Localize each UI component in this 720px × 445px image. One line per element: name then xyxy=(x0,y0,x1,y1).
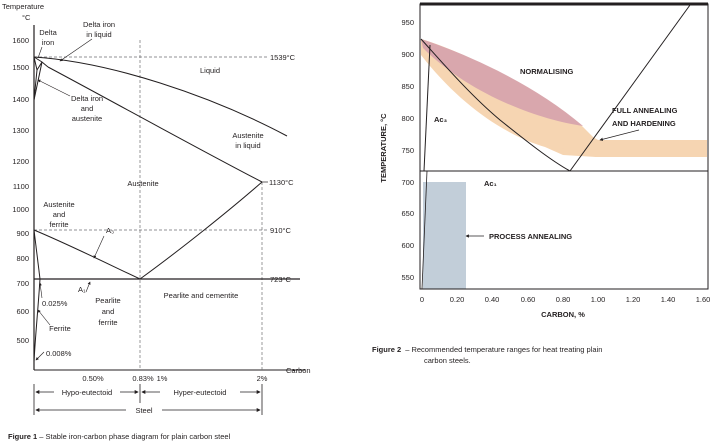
label-delta-austenite: austenite xyxy=(72,114,102,123)
annot-723: 723°C xyxy=(270,275,292,284)
fig1-xtick: 0.50% xyxy=(82,374,104,383)
fig1-xtick: 2% xyxy=(257,374,268,383)
fig2-xlabel: CARBON, % xyxy=(541,310,585,319)
label-pearlite-cementite: Pearlite and cementite xyxy=(164,291,239,300)
label-delta-iron: Delta xyxy=(39,28,57,37)
label-austenite-ferrite: ferrite xyxy=(49,220,68,229)
fig1-caption-label: Figure 1 xyxy=(8,432,37,441)
label-ac1: Ac₁ xyxy=(484,179,497,188)
fig1-xtick: 1% xyxy=(157,374,168,383)
label-full-annealing: FULL ANNEALING xyxy=(612,106,678,115)
fig1-xtick: 0.83% xyxy=(132,374,154,383)
label-pearlite-ferrite: and xyxy=(102,307,115,316)
label-delta-austenite: Delta iron xyxy=(71,94,103,103)
label-delta-iron-liquid: Delta iron xyxy=(83,20,115,29)
fig1-dashed-guides xyxy=(34,40,268,370)
fig2-ytick: 900 xyxy=(401,50,414,59)
label-austenite-liquid: Austenite xyxy=(232,131,263,140)
fig2-xtick-labels: 0 0.20 0.40 0.60 0.80 1.00 1.20 1.40 1.6… xyxy=(420,295,710,304)
full-annealing-pointer xyxy=(599,129,640,141)
annot-1130: 1130°C xyxy=(269,178,294,187)
label-ferrite: Ferrite xyxy=(49,324,71,333)
label-austenite-ferrite: and xyxy=(53,210,66,219)
fig2-ytick: 950 xyxy=(401,18,414,27)
fig1-ytick-labels: 1600 1500 1400 1300 1200 1100 1000 900 8… xyxy=(12,36,29,345)
label-pearlite-ferrite: ferrite xyxy=(98,318,117,327)
fig2-xtick: 1.60 xyxy=(696,295,711,304)
fig1-ytick: 800 xyxy=(16,254,29,263)
fig2-ytick: 550 xyxy=(401,273,414,282)
fig2-ytick-labels: 950 900 850 800 750 700 650 600 550 xyxy=(401,18,414,282)
annot-a3: A₃ xyxy=(106,226,114,235)
region-process-annealing xyxy=(423,182,466,289)
figure2-heat-treatment-chart: 950 900 850 800 750 700 650 600 550 TEMP… xyxy=(372,2,710,365)
fig2-ytick: 650 xyxy=(401,209,414,218)
annot-a1: A₁ xyxy=(78,285,86,294)
fig2-caption: Figure 2 – Recommended temperature ranges… xyxy=(372,345,602,354)
fig1-ytick: 1600 xyxy=(12,36,29,45)
fig1-ytick: 500 xyxy=(16,336,29,345)
fig1-ytick: 1000 xyxy=(12,205,29,214)
fig2-caption-label: Figure 2 xyxy=(372,345,401,354)
fig1-annotations: 1539°C 1130°C 910°C 723°C A₃ A₁ 0.025% 0… xyxy=(35,53,296,361)
fig1-xlabel: Carbon xyxy=(286,366,311,375)
fig2-xtick: 0.80 xyxy=(556,295,571,304)
fig2-xtick: 0.40 xyxy=(485,295,500,304)
annot-910: 910°C xyxy=(270,226,292,235)
fig1-region-labels: Delta iron Delta iron in liquid Liquid D… xyxy=(37,20,264,333)
fig1-caption: Figure 1 – Stable iron-carbon phase diag… xyxy=(8,432,231,441)
fig2-ytick: 600 xyxy=(401,241,414,250)
annot-0008: 0.008% xyxy=(46,349,72,358)
fig1-ytick: 1200 xyxy=(12,157,29,166)
fig2-ytick: 750 xyxy=(401,146,414,155)
label-austenite-liquid: in liquid xyxy=(235,141,260,150)
fig1-ytick: 1500 xyxy=(12,63,29,72)
fig1-ylabel: Temperature xyxy=(2,2,44,11)
fig2-xtick: 1.40 xyxy=(661,295,676,304)
fig1-ytick: 1400 xyxy=(12,95,29,104)
label-process-annealing: PROCESS ANNEALING xyxy=(489,232,572,241)
label-hyper-eutectoid: Hyper-eutectoid xyxy=(174,388,227,397)
fig2-ylabel: TEMPERATURE, °C xyxy=(379,113,388,183)
label-hypo-eutectoid: Hypo-eutectoid xyxy=(62,388,112,397)
fig2-caption-line2: carbon steels. xyxy=(424,356,471,365)
label-steel: Steel xyxy=(135,406,152,415)
fig1-yunit: °C xyxy=(22,13,31,22)
region-normalising xyxy=(421,39,583,126)
fig1-ytick: 1100 xyxy=(13,182,29,191)
label-delta-austenite: and xyxy=(81,104,94,113)
label-austenite: Austenite xyxy=(127,179,158,188)
annot-0025: 0.025% xyxy=(42,299,68,308)
label-normalising: NORMALISING xyxy=(520,67,573,76)
fig1-phase-lines xyxy=(33,56,300,363)
label-austenite-ferrite: Austenite xyxy=(43,200,74,209)
label-delta-iron-liquid: in liquid xyxy=(86,30,111,39)
fig2-xtick: 1.20 xyxy=(626,295,641,304)
fig2-xtick: 0 xyxy=(420,295,424,304)
fig2-ytick: 800 xyxy=(401,114,414,123)
label-delta-iron: iron xyxy=(42,38,55,47)
label-full-annealing: AND HARDENING xyxy=(612,119,676,128)
fig1-ytick: 1300 xyxy=(12,126,29,135)
fig2-xtick: 0.20 xyxy=(450,295,465,304)
fig2-caption-line1: – Recommended temperature ranges for hea… xyxy=(405,345,602,354)
label-liquid: Liquid xyxy=(200,66,220,75)
fig2-lines xyxy=(420,2,708,290)
fig2-ytick: 700 xyxy=(401,178,414,187)
annot-1539: 1539°C xyxy=(270,53,296,62)
fig1-range-brackets xyxy=(33,384,263,415)
fig2-ytick: 850 xyxy=(401,82,414,91)
fig1-ytick: 700 xyxy=(16,279,29,288)
label-ac3: Ac₃ xyxy=(434,115,448,124)
fig1-ytick: 600 xyxy=(16,307,29,316)
fig1-xtick-labels: 0.50% 0.83% 1% 2% Carbon xyxy=(82,366,310,383)
figure1-phase-diagram: Temperature °C 1600 1500 1400 1300 1200 … xyxy=(2,2,311,441)
label-pearlite-ferrite: Pearlite xyxy=(95,296,120,305)
fig1-ytick: 900 xyxy=(16,229,29,238)
fig1-caption-text: – Stable iron-carbon phase diagram for p… xyxy=(37,432,230,441)
fig2-xtick: 0.60 xyxy=(521,295,536,304)
fig2-xtick: 1.00 xyxy=(591,295,606,304)
